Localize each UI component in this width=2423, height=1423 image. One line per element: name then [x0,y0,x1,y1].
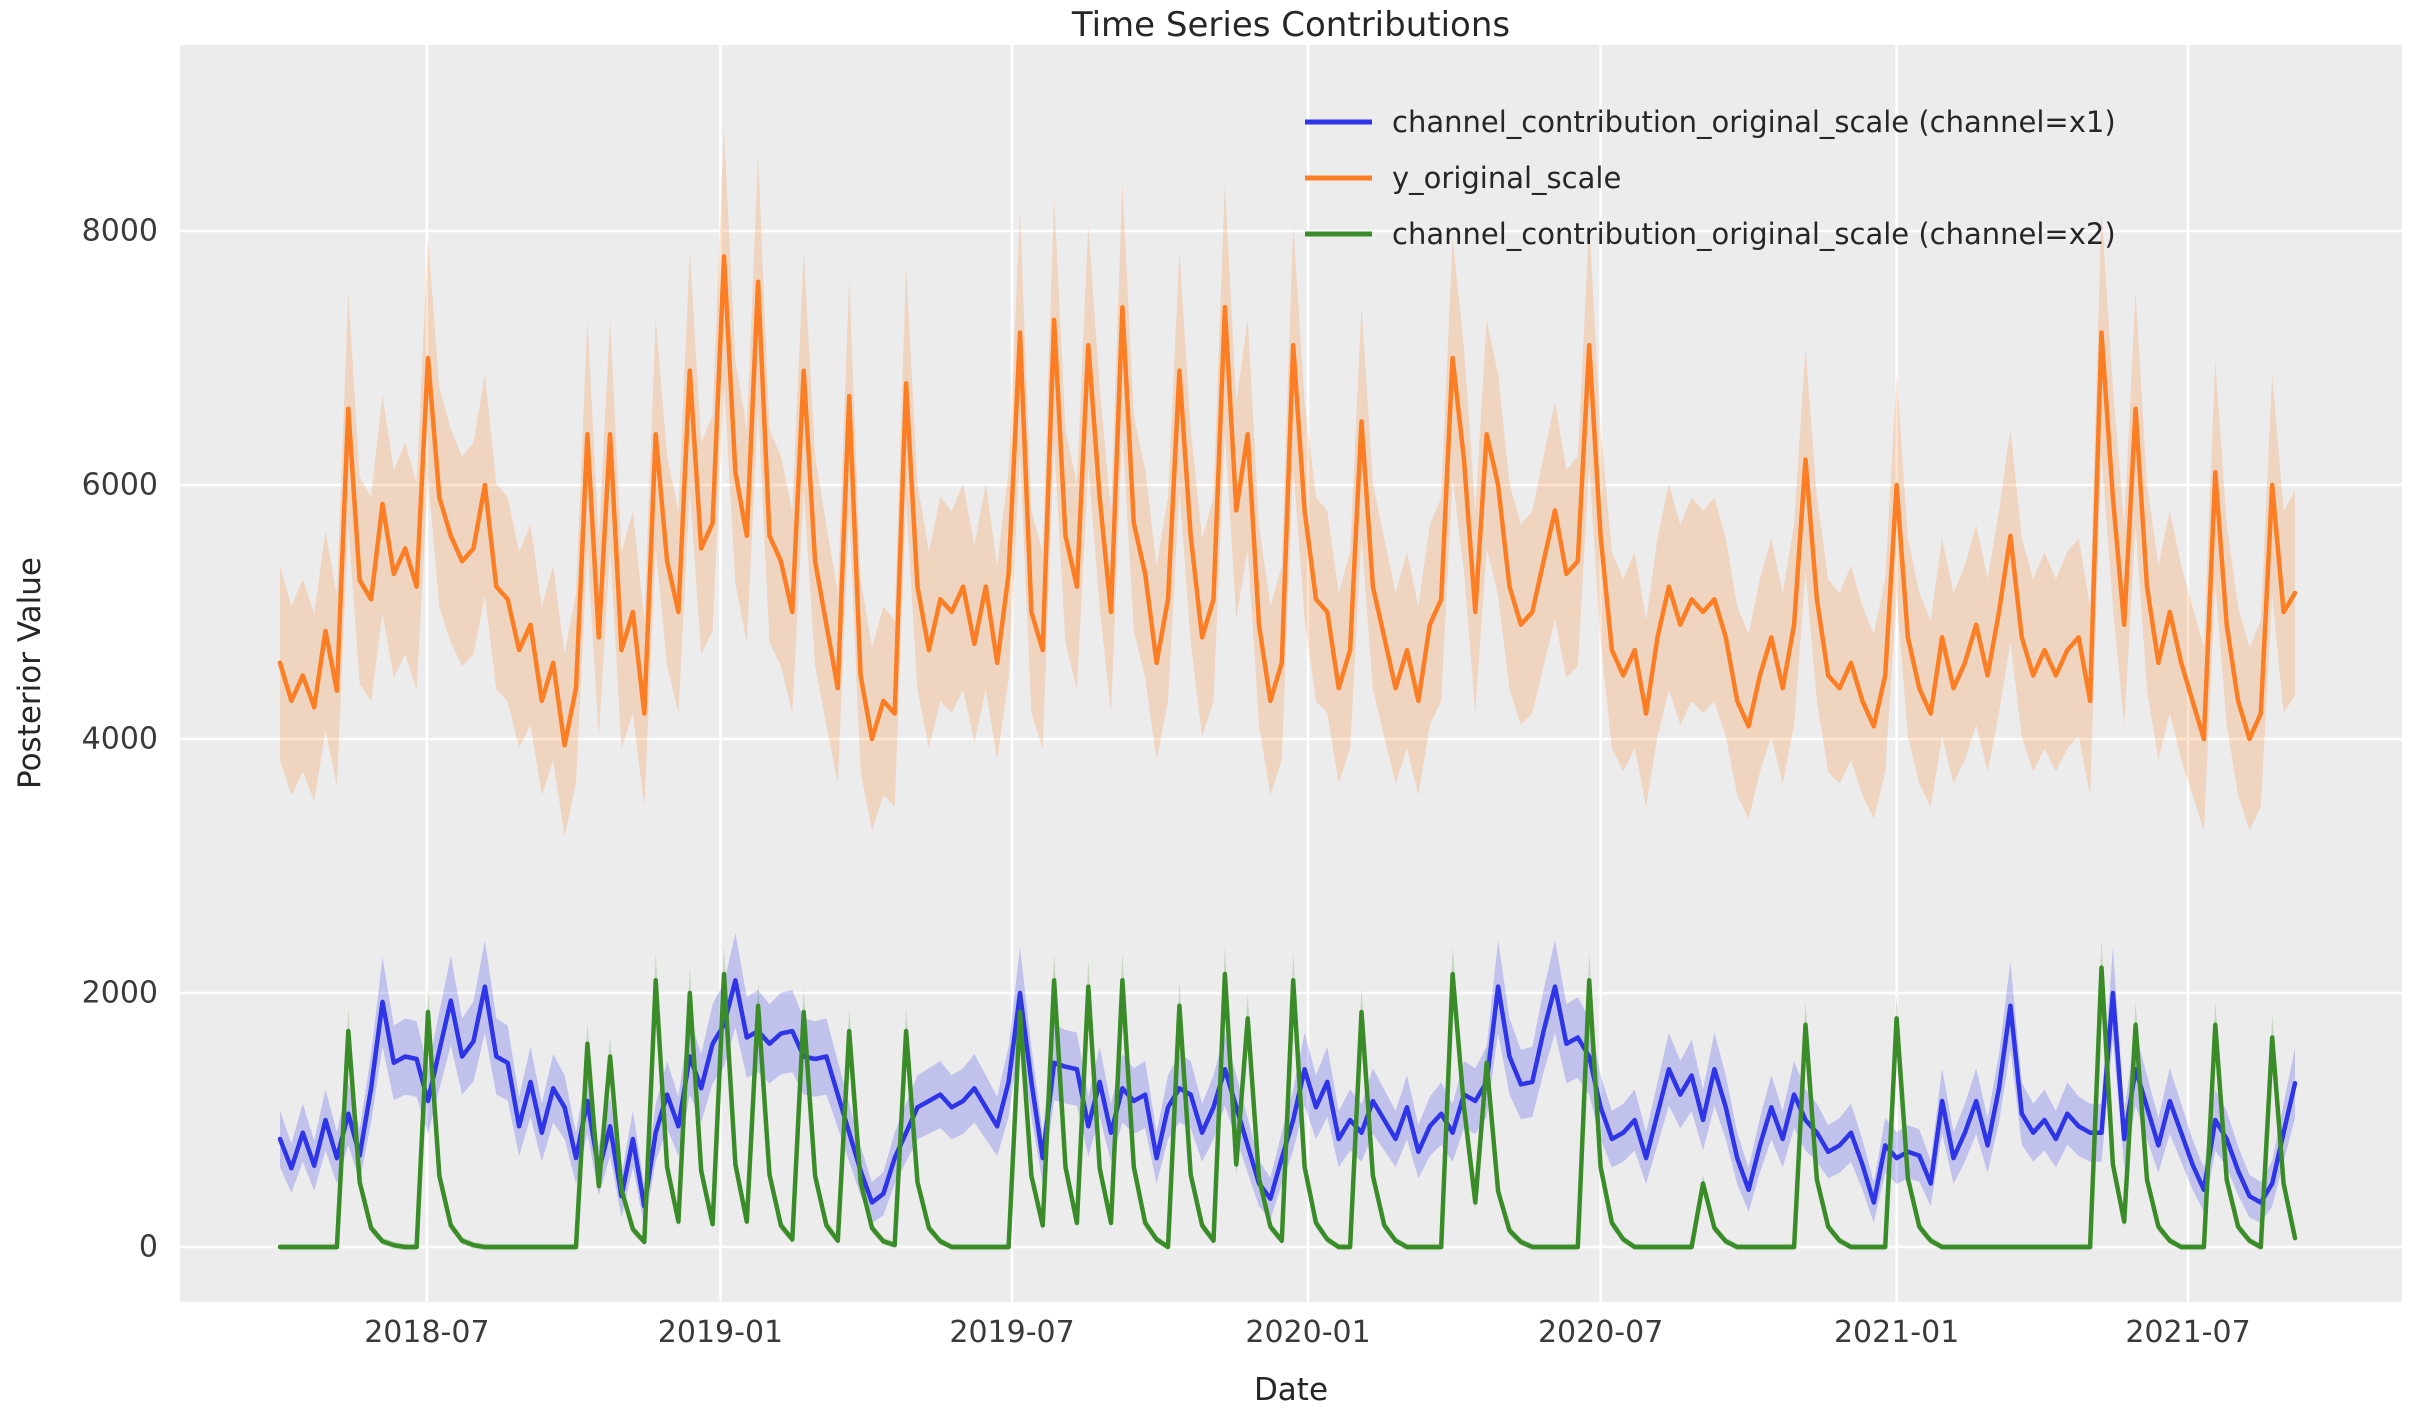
y-tick-label-6000: 6000 [82,468,158,503]
legend-label-x2: channel_contribution_original_scale (cha… [1392,217,2116,251]
legend-entry: channel_contribution_original_scale (cha… [1305,105,2116,139]
legend-label-x1: channel_contribution_original_scale (cha… [1392,105,2116,139]
series-plots [277,128,2298,1251]
series-line-1 [277,254,2298,748]
y-tick-label-0: 0 [139,1230,158,1265]
series-band-0 [280,933,2295,1227]
chart-title: Time Series Contributions [1071,5,1510,45]
x-tick-label-2021-07: 2021-07 [2125,1315,2250,1350]
y-tick-label-2000: 2000 [82,976,158,1011]
legend-entry: channel_contribution_original_scale (cha… [1305,217,2116,251]
x-tick-label-2019-07: 2019-07 [949,1315,1074,1350]
x-tick-label-2018-07: 2018-07 [364,1315,489,1350]
x-tick-label-2019-01: 2019-01 [658,1315,783,1350]
x-tick-label-2020-07: 2020-07 [1538,1315,1663,1350]
x-tick-label-2020-01: 2020-01 [1245,1315,1370,1350]
tick-labels: 0 2000 4000 6000 8000 2018-07 2019-01 2019-07 20… [82,214,2251,1351]
legend: channel_contribution_original_scale (cha… [1305,105,2116,251]
legend-entry: y_original_scale [1305,161,1621,195]
y-axis-label: Posterior Value [12,557,48,789]
series-line-2 [277,965,2298,1250]
x-tick-label-2021-01: 2021-01 [1834,1315,1959,1350]
y-tick-label-4000: 4000 [82,722,158,757]
y-tick-label-8000: 8000 [82,214,158,249]
legend-label-y: y_original_scale [1392,161,1621,195]
x-axis-label: Date [1254,1372,1328,1408]
